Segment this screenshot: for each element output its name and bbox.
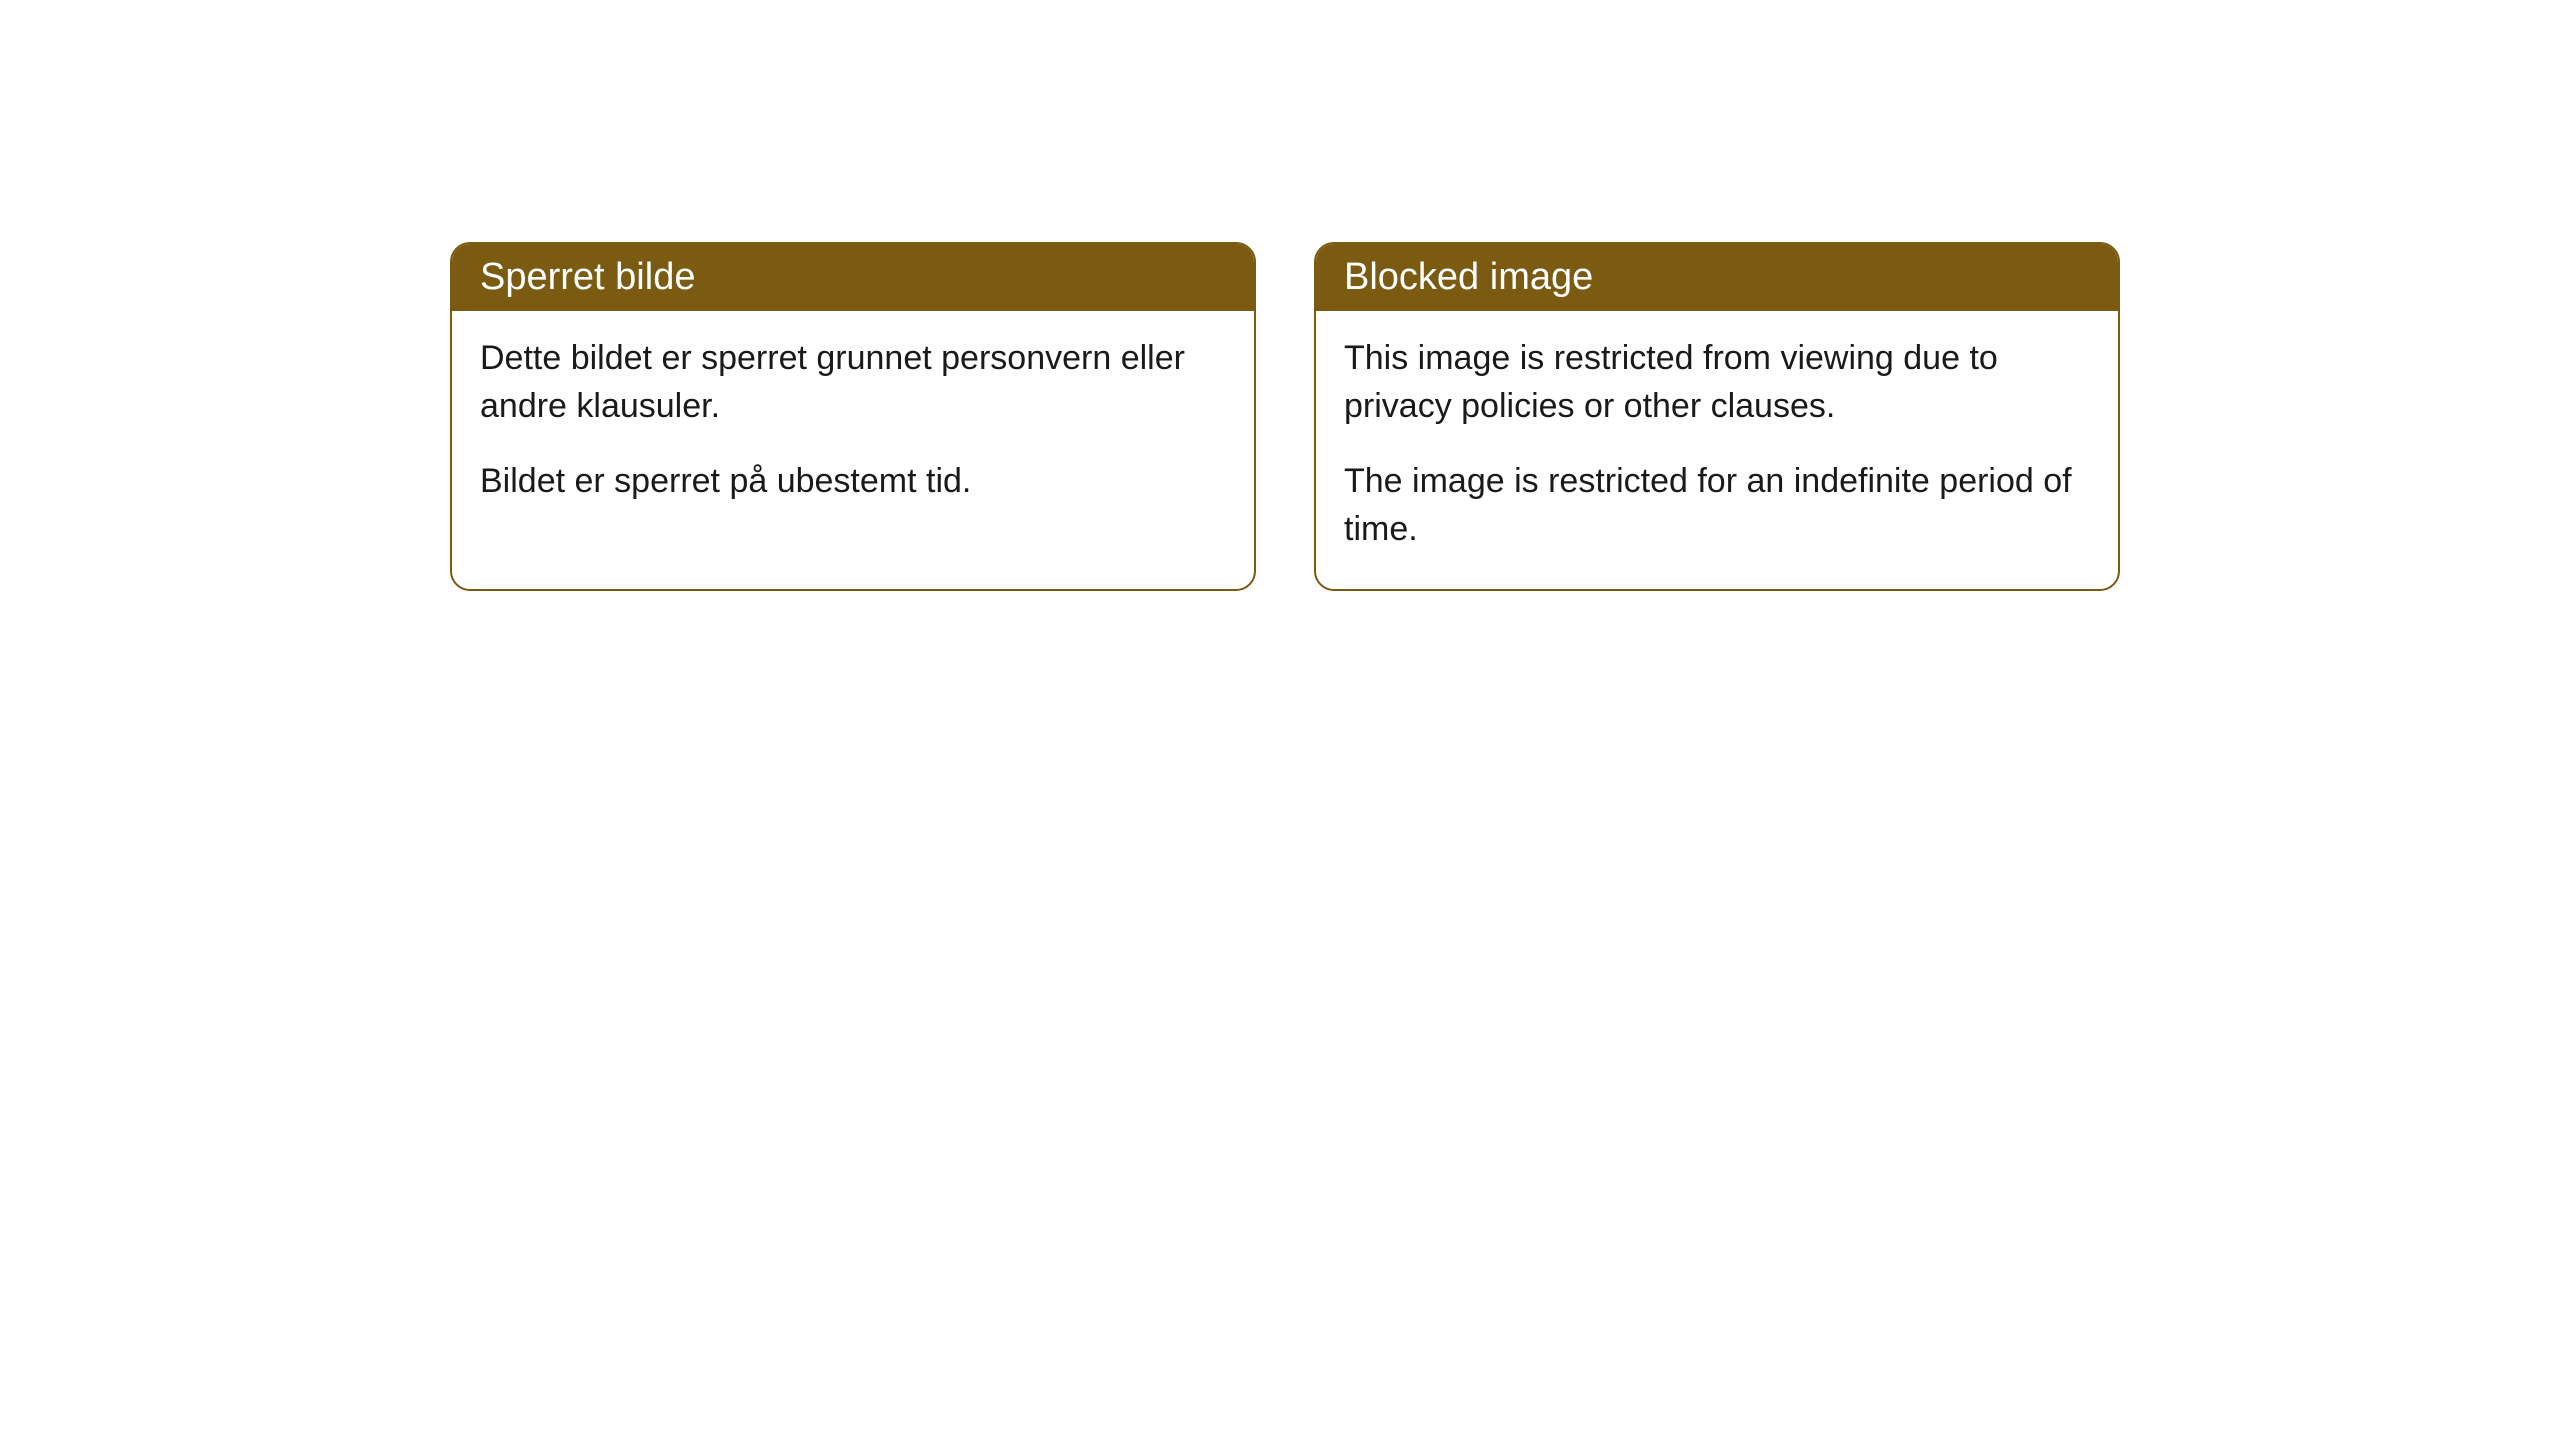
- card-body-english: This image is restricted from viewing du…: [1316, 311, 2118, 589]
- card-paragraph: This image is restricted from viewing du…: [1344, 335, 2090, 430]
- card-title-norwegian: Sperret bilde: [452, 244, 1254, 311]
- card-title-english: Blocked image: [1316, 244, 2118, 311]
- card-body-norwegian: Dette bildet er sperret grunnet personve…: [452, 311, 1254, 542]
- notice-card-english: Blocked image This image is restricted f…: [1314, 242, 2120, 591]
- notice-cards-container: Sperret bilde Dette bildet er sperret gr…: [450, 242, 2120, 591]
- card-paragraph: Bildet er sperret på ubestemt tid.: [480, 458, 1226, 506]
- notice-card-norwegian: Sperret bilde Dette bildet er sperret gr…: [450, 242, 1256, 591]
- card-paragraph: Dette bildet er sperret grunnet personve…: [480, 335, 1226, 430]
- card-paragraph: The image is restricted for an indefinit…: [1344, 458, 2090, 553]
